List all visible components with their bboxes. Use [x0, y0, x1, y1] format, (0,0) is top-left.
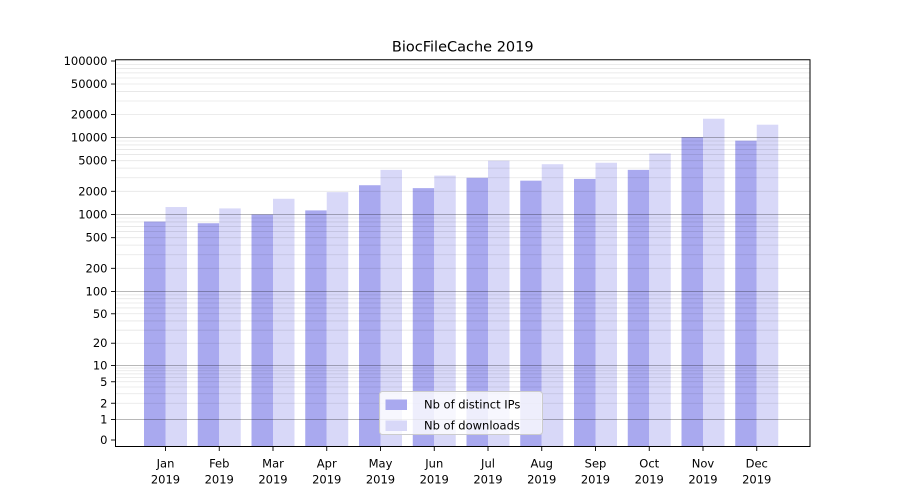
- x-tick-label-month: Oct: [639, 457, 659, 471]
- bar-downloads-nov: [703, 118, 725, 447]
- y-tick-label: 100000: [64, 54, 108, 68]
- bar-distinct-ips-dec: [735, 140, 757, 447]
- x-tick-label-year: 2019: [205, 473, 234, 487]
- grid-layer: [116, 64, 810, 420]
- bar-distinct-ips-feb: [197, 223, 220, 447]
- y-tick-label: 100: [86, 285, 108, 299]
- x-tick-label-year: 2019: [527, 473, 556, 487]
- x-tick-label-month: Sep: [585, 457, 607, 471]
- x-tick-label-year: 2019: [151, 473, 180, 487]
- x-tick-label-year: 2019: [742, 473, 771, 487]
- bar-distinct-ips-sep: [574, 178, 596, 447]
- legend-label-downloads: Nb of downloads: [424, 419, 520, 433]
- y-tick-label: 5000: [78, 154, 107, 168]
- x-tick-label-month: May: [369, 457, 393, 471]
- x-tick-label-year: 2019: [581, 473, 610, 487]
- bar-downloads-sep: [595, 162, 617, 447]
- bar-distinct-ips-apr: [305, 210, 327, 447]
- y-tick-label: 2000: [78, 184, 107, 198]
- x-tick-label-month: Nov: [692, 457, 715, 471]
- x-tick-label-year: 2019: [635, 473, 664, 487]
- bar-downloads-mar: [273, 198, 295, 447]
- x-tick-label-year: 2019: [258, 473, 287, 487]
- bars-layer: [144, 118, 779, 447]
- bar-distinct-ips-nov: [681, 137, 703, 447]
- x-tick-label-month: Jun: [424, 457, 443, 471]
- chart-title: BiocFileCache 2019: [392, 40, 534, 56]
- bar-downloads-apr: [326, 192, 349, 447]
- bar-downloads-jun: [434, 175, 456, 447]
- bar-downloads-aug: [541, 164, 564, 447]
- y-tick-label: 500: [86, 231, 108, 245]
- legend-box: [379, 391, 543, 435]
- ticks-layer: 0 1 2 5 10 20 50 100 200 500 1000 2000 5000 10000 2000…: [64, 54, 772, 486]
- plot-frame: [115, 59, 811, 447]
- bar-downloads-may: [380, 169, 402, 447]
- x-tick-label-year: 2019: [688, 473, 717, 487]
- x-tick-label-month: Apr: [317, 457, 337, 471]
- bar-downloads-dec: [756, 124, 779, 447]
- legend-swatch-distinct-ips: [385, 399, 407, 410]
- y-tick-label: 10: [93, 359, 108, 373]
- y-tick-label: 200: [86, 261, 108, 275]
- bar-distinct-ips-jun: [412, 188, 435, 447]
- x-tick-label-month: Feb: [209, 457, 229, 471]
- y-tick-label: 50: [93, 307, 108, 321]
- y-tick-label: 50000: [71, 77, 108, 91]
- bar-downloads-feb: [219, 208, 241, 447]
- bar-distinct-ips-jul: [466, 177, 488, 447]
- y-tick-label: 20: [93, 336, 108, 350]
- bar-distinct-ips-oct: [627, 169, 650, 447]
- bar-distinct-ips-aug: [520, 180, 542, 447]
- y-tick-label: 1: [100, 413, 107, 427]
- x-tick-label-month: Dec: [746, 457, 768, 471]
- x-tick-label-year: 2019: [312, 473, 341, 487]
- x-tick-label-month: Jul: [480, 457, 495, 471]
- bar-downloads-jan: [165, 207, 187, 447]
- x-tick-label-year: 2019: [420, 473, 449, 487]
- bar-distinct-ips-jan: [144, 221, 166, 447]
- x-tick-label-year: 2019: [473, 473, 502, 487]
- x-tick-label-month: Mar: [262, 457, 284, 471]
- x-tick-label-month: Aug: [531, 457, 553, 471]
- x-tick-label-month: Jan: [156, 457, 175, 471]
- legend: Nb of distinct IPs Nb of downloads: [379, 391, 543, 435]
- y-tick-label: 5: [100, 375, 107, 389]
- bar-downloads-jul: [488, 160, 510, 447]
- y-tick-label: 1000: [78, 208, 107, 222]
- legend-swatch-downloads: [385, 420, 407, 431]
- y-tick-label: 0: [100, 433, 107, 447]
- y-tick-label: 2: [100, 396, 107, 410]
- legend-label-distinct-ips: Nb of distinct IPs: [424, 398, 520, 412]
- x-tick-label-year: 2019: [366, 473, 395, 487]
- y-tick-label: 20000: [71, 107, 108, 121]
- bar-downloads-oct: [649, 153, 671, 447]
- bar-distinct-ips-may: [359, 185, 381, 447]
- y-tick-label: 10000: [71, 131, 108, 145]
- bar-distinct-ips-mar: [251, 214, 273, 447]
